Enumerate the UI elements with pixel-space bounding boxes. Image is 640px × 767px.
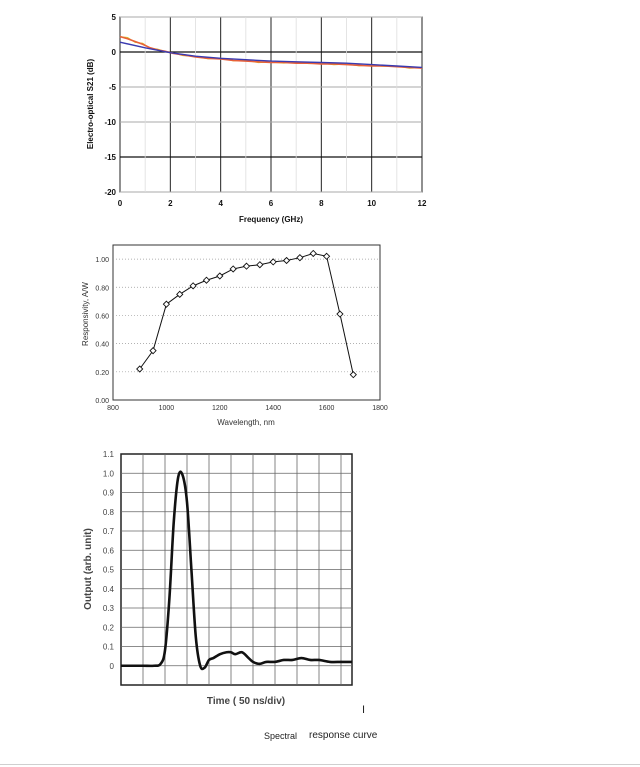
chart2-series [136, 249, 357, 379]
chart2-data-point [162, 300, 171, 308]
chart2-data-point [242, 262, 251, 270]
pulse-output-chart: 1.1 1.0 0.9 0.8 0.7 0.6 0.5 0.4 0.3 0.2 0.1 0 Time … [83, 450, 353, 707]
chart2-x-tick-label: 1400 [265, 405, 281, 412]
chart2-y-tick-label: 0.20 [95, 370, 109, 377]
chart1-x-ticks: 0 2 4 6 8 10 12 [118, 199, 427, 208]
chart3-y-tick-label: 0.2 [103, 623, 115, 632]
chart1-x-tick-label: 8 [319, 199, 324, 208]
chart2-data-point [322, 252, 331, 260]
chart3-y-tick-label: 0.9 [103, 489, 115, 498]
chart2-x-tick-label: 1800 [372, 405, 388, 412]
cursor-mark: I [362, 704, 366, 716]
s21-frequency-chart: 0 2 4 6 8 10 12 50-5-10-15-20 Frequency (GHz) … [86, 13, 427, 224]
chart3-y-ticks: 1.1 1.0 0.9 0.8 0.7 0.6 0.5 0.4 0.3 0.2 0.1 0 [103, 450, 115, 671]
chart1-y-tick-label: -20 [104, 188, 116, 197]
chart2-data-point [176, 290, 184, 298]
chart2-data-point [336, 310, 344, 318]
chart2-data-point [349, 370, 357, 379]
chart1-series [119, 35, 423, 69]
chart2-x-tick-label: 1200 [212, 405, 228, 412]
chart2-data-point [216, 272, 224, 280]
chart3-y-tick-label: 0.5 [103, 566, 115, 575]
chart2-plot-area [112, 244, 381, 401]
chart2-y-tick-label: 0.80 [95, 285, 109, 292]
chart2-x-tick-label: 1000 [159, 405, 175, 412]
chart1-y-tick-label: -5 [109, 83, 117, 92]
chart1-y-tick-label: -15 [104, 153, 116, 162]
chart3-y-axis-label: Output (arb. unit) [83, 528, 94, 610]
chart1-y-axis-label: Electro-optical S21 (dB) [86, 59, 95, 150]
chart2-data-point [189, 282, 197, 290]
chart2-data-point [269, 258, 277, 266]
chart2-data-point [309, 249, 317, 258]
chart3-y-tick-label: 0.7 [103, 527, 115, 536]
chart2-data-point [229, 265, 237, 273]
chart1-x-axis-label: Frequency (GHz) [239, 215, 303, 224]
chart1-x-tick-label: 0 [118, 199, 123, 208]
chart2-grid [112, 244, 381, 401]
chart2-y-tick-label: 0.00 [95, 398, 109, 405]
chart1-x-tick-label: 12 [418, 199, 427, 208]
chart1-grid [119, 16, 423, 193]
chart3-y-tick-label: 0.8 [103, 508, 115, 517]
chart2-x-tick-label: 1600 [319, 405, 335, 412]
chart2-y-tick-label: 1.00 [95, 257, 109, 264]
chart2-data-point [202, 276, 211, 284]
chart1-y-tick-label: 0 [112, 48, 117, 57]
chart3-y-tick-label: 0.4 [103, 585, 115, 594]
chart1-x-tick-label: 4 [218, 199, 223, 208]
chart3-pulse-line [121, 470, 352, 671]
chart2-data-point [256, 261, 264, 269]
chart3-grid [120, 453, 353, 686]
chart3-y-tick-label: 0.3 [103, 604, 115, 613]
chart1-x-tick-label: 10 [367, 199, 376, 208]
chart1-y-tick-label: -10 [104, 118, 116, 127]
chart3-y-tick-label: 1.1 [103, 450, 115, 459]
chart2-y-tick-label: 0.40 [95, 342, 109, 349]
chart2-x-tick-label: 800 [107, 405, 119, 412]
chart2-y-ticks: 0.00 0.20 0.40 0.60 0.80 1.00 [95, 257, 109, 405]
chart2-data-point [282, 256, 291, 265]
chart2-x-axis-label: Wavelength, nm [217, 418, 275, 427]
chart2-x-ticks: 800 1000 1200 1400 1600 1800 [107, 405, 388, 412]
chart2-data-point [136, 365, 144, 373]
chart3-y-tick-label: 1.0 [103, 469, 115, 478]
chart3-y-tick-label: 0.1 [103, 643, 115, 652]
chart3-y-tick-label: 0 [110, 662, 115, 671]
chart1-trend-series [119, 41, 423, 69]
chart2-data-point [296, 254, 304, 262]
chart2-data-point [149, 347, 157, 355]
chart2-y-tick-label: 0.60 [95, 313, 109, 320]
chart2-y-axis-label: Responsivity, A/W [81, 282, 90, 346]
chart1-x-tick-label: 2 [168, 199, 173, 208]
page-divider [0, 764, 640, 765]
chart1-x-tick-label: 6 [269, 199, 274, 208]
caption-response-curve: response curve [309, 730, 378, 741]
chart3-x-axis-label: Time ( 50 ns/div) [207, 696, 285, 707]
chart3-y-tick-label: 0.6 [103, 546, 115, 555]
chart3-series [121, 470, 352, 671]
chart1-y-tick-label: 5 [112, 13, 117, 22]
caption-spectral: Spectral [264, 731, 298, 741]
chart1-y-ticks: 5 0 -5 -10 -15 -20 [104, 13, 116, 197]
responsivity-chart: 800 1000 1200 1400 1600 1800 0.00 0.20 0.40 0.60… [81, 244, 388, 427]
